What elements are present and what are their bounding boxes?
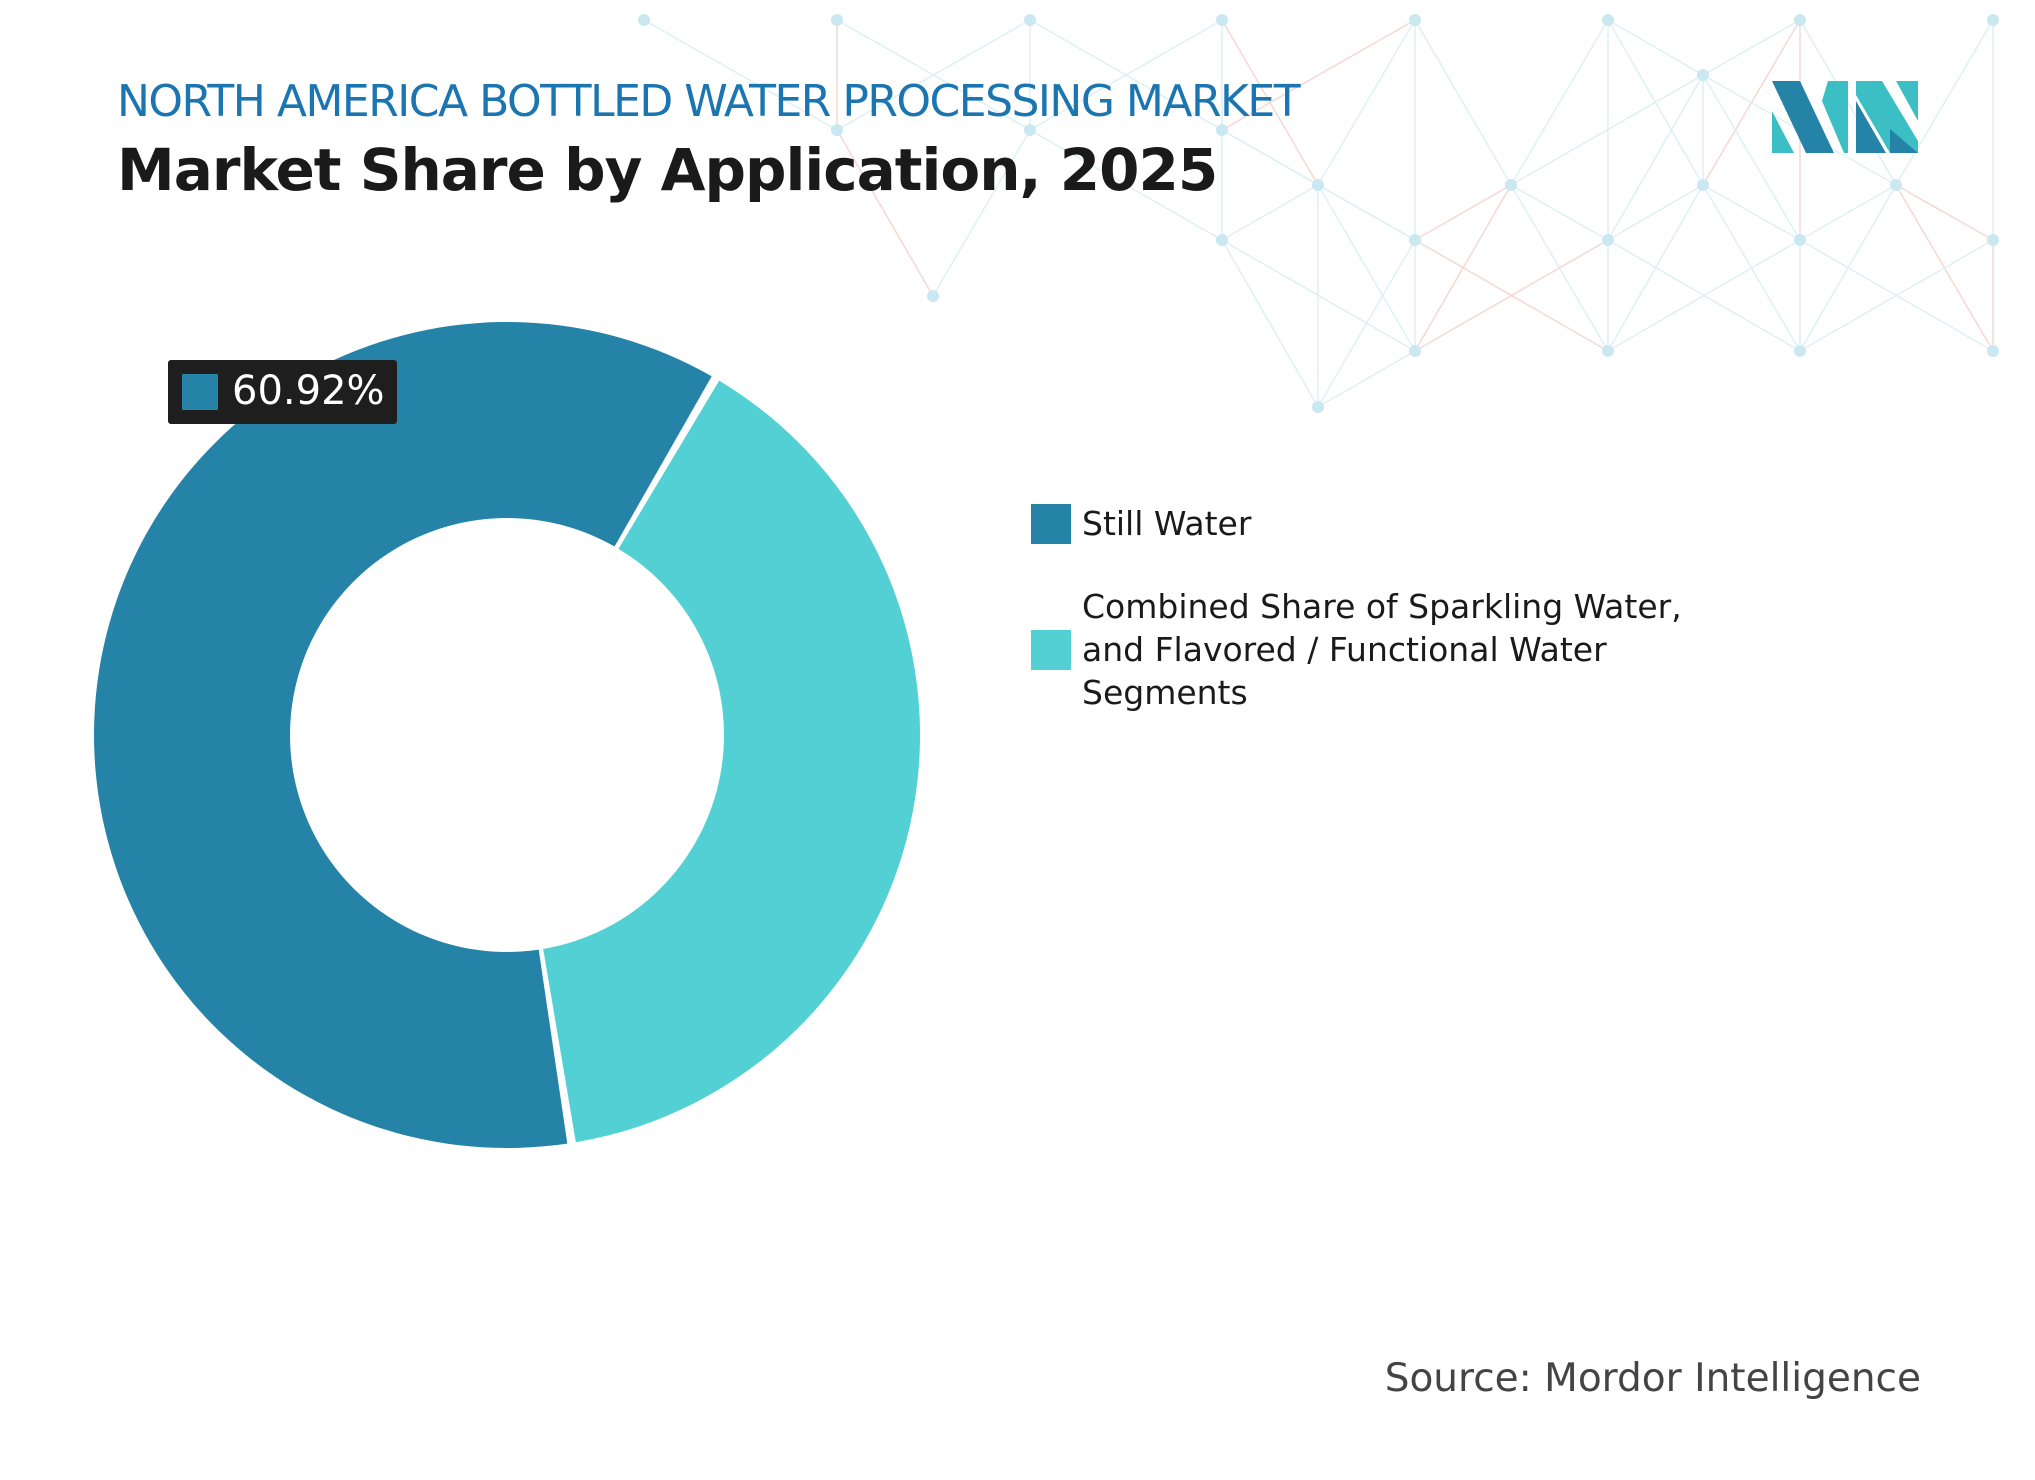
legend-swatch <box>1031 504 1071 544</box>
chart-title: Market Share by Application, 2025 <box>117 136 1218 204</box>
data-label-swatch <box>182 374 218 410</box>
slice-still-water <box>94 321 712 1148</box>
data-label-text: 60.92% <box>232 368 385 414</box>
slice-combined-other <box>543 380 920 1143</box>
legend-label: Combined Share of Sparkling Water, and F… <box>1082 587 1682 712</box>
legend-swatch <box>1031 630 1071 670</box>
legend-label: Still Water <box>1082 504 1252 543</box>
chart-supertitle: NORTH AMERICA BOTTLED WATER PROCESSING M… <box>117 76 1301 127</box>
mordor-logo <box>1772 81 1918 153</box>
source-note: Source: Mordor Intelligence <box>1384 1356 1921 1401</box>
data-label-still-water: 60.92% <box>168 360 397 424</box>
